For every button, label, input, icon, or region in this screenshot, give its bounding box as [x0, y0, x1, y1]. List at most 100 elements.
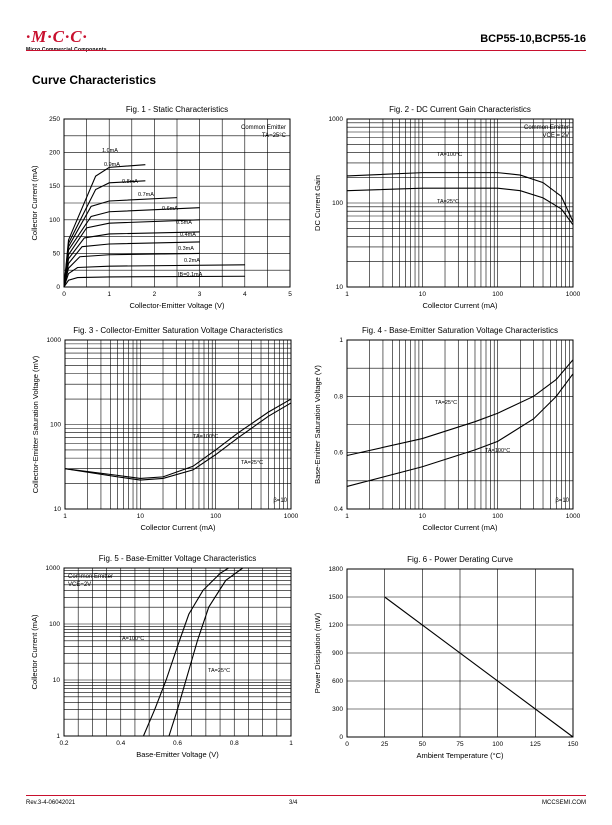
fig1-series-label: 1.0mA: [102, 148, 118, 154]
fig4-series-line: [346, 373, 574, 487]
fig3-series-label: TA=100°C: [193, 434, 218, 440]
fig2-x-tick-label: 1: [345, 291, 349, 298]
fig6-y-tick-label: 1200: [329, 622, 344, 629]
fig6-title: Fig. 6 - Power Derating Curve: [407, 555, 513, 564]
fig4-y-tick-label: 0.6: [334, 450, 343, 457]
fig2-series-line: [346, 187, 574, 226]
fig5-y-tick-label: 100: [49, 621, 60, 628]
fig2-series-line: [346, 172, 574, 222]
fig1-x-tick-label: 5: [288, 291, 292, 298]
fig6-x-tick-label: 150: [568, 741, 579, 748]
fig5-y-tick-label: 1000: [46, 565, 61, 572]
fig5-series-line: [142, 567, 229, 737]
fig2-x-tick-label: 10: [419, 291, 427, 298]
fig1-plot-frame: [63, 118, 291, 288]
fig1-series-line: [63, 164, 146, 288]
fig6-series-line: [384, 596, 574, 738]
fig1-series-label: 0.9mA: [104, 162, 120, 168]
fig1-series-label: 0.7mA: [138, 192, 154, 198]
fig5-series-line: [168, 567, 244, 737]
fig6-y-tick-label: 0: [339, 734, 343, 741]
fig3-x-tick-label: 1000: [284, 513, 299, 520]
fig4-y-tick-label: 0.8: [334, 393, 343, 400]
fig2-plot-frame: [346, 118, 574, 288]
fig1-x-tick-label: 2: [153, 291, 157, 298]
fig6-x-axis-label: Ambient Temperature (°C): [416, 751, 504, 760]
fig5-x-tick-label: 0.8: [230, 740, 239, 747]
part-numbers-title: BCP55-10,BCP55-16: [480, 33, 586, 45]
fig3-x-tick-label: 10: [137, 513, 145, 520]
fig2-y-tick-label: 1000: [329, 116, 344, 123]
fig3-series-line: [64, 402, 292, 481]
fig5-x-tick-label: 0.4: [116, 740, 125, 747]
fig1-y-tick-label: 150: [49, 183, 60, 190]
fig4-annotation: β=10: [555, 498, 569, 504]
fig3-series-label: TA=25°C: [241, 460, 263, 466]
fig4-x-tick-label: 1: [345, 513, 349, 520]
fig4-y-axis-label: Base-Emitter Saturation Voltage (V): [313, 365, 322, 484]
fig5-plot-frame: [63, 567, 292, 737]
fig4-series-label: TA=25°C: [435, 400, 457, 406]
fig2-chart-group: Fig. 2 - DC Current Gain Characteristics…: [313, 105, 581, 310]
fig2-y-axis-label: DC Current Gain: [313, 175, 322, 231]
fig5-y-axis-label: Collector Current (mA): [30, 614, 39, 690]
fig6-x-tick-label: 25: [381, 741, 389, 748]
fig2-title: Fig. 2 - DC Current Gain Characteristics: [389, 105, 531, 114]
header-divider: [26, 50, 586, 51]
fig1-y-tick-label: 200: [49, 150, 60, 157]
fig1-x-tick-label: 0: [62, 291, 66, 298]
fig1-series-label: 0.3mA: [178, 246, 194, 252]
fig1-series-label: IB=0.1mA: [178, 272, 203, 278]
fig5-x-tick-label: 0.2: [59, 740, 68, 747]
fig4-x-axis-label: Collector Current (mA): [422, 523, 498, 532]
fig1-y-tick-label: 250: [49, 116, 60, 123]
fig4-y-tick-label: 1: [339, 337, 343, 344]
fig2-annotation: Common Emitter: [524, 125, 569, 131]
fig6-y-tick-label: 900: [332, 650, 343, 657]
fig2-series-label: TA=25°C: [437, 199, 459, 205]
fig6-y-tick-label: 300: [332, 706, 343, 713]
fig5-x-tick-label: 1: [289, 740, 293, 747]
fig1-annotation: Common Emitter: [241, 125, 286, 131]
fig2-y-tick-label: 100: [332, 200, 343, 207]
fig3-y-tick-label: 10: [54, 506, 62, 513]
fig1-title: Fig. 1 - Static Characteristics: [126, 105, 228, 114]
fig6-x-tick-label: 50: [419, 741, 427, 748]
fig1-series-line: [63, 275, 245, 288]
fig2-series-label: TA=100°C: [437, 152, 462, 158]
fig4-x-tick-label: 10: [419, 513, 427, 520]
fig1-x-axis-label: Collector-Emitter Voltage (V): [129, 301, 225, 310]
fig3-chart-group: Fig. 3 - Collector-Emitter Saturation Vo…: [31, 326, 299, 532]
fig2-x-tick-label: 100: [492, 291, 503, 298]
fig5-title: Fig. 5 - Base-Emitter Voltage Characteri…: [99, 554, 256, 563]
fig5-x-tick-label: 0.6: [173, 740, 182, 747]
fig5-y-tick-label: 1: [56, 733, 60, 740]
fig1-series-line: [63, 197, 178, 288]
fig3-annotation: β=10: [273, 498, 287, 504]
fig5-x-axis-label: Base-Emitter Voltage (V): [136, 750, 219, 759]
fig3-series-line: [64, 398, 292, 479]
fig2-x-tick-label: 1000: [566, 291, 581, 298]
fig1-annotation: TA=25°C: [262, 133, 287, 139]
fig1-series-label: 0.6mA: [162, 206, 178, 212]
fig1-series-label: 0.5mA: [176, 220, 192, 226]
fig4-x-tick-label: 1000: [566, 513, 581, 520]
fig4-y-tick-label: 0.4: [334, 506, 343, 513]
fig1-y-tick-label: 0: [56, 284, 60, 291]
section-title: Curve Characteristics: [32, 73, 157, 87]
fig5-series-label: TA=100°C: [119, 636, 144, 642]
fig3-y-axis-label: Collector-Emitter Saturation Voltage (mV…: [31, 355, 40, 493]
fig3-y-tick-label: 1000: [47, 337, 62, 344]
fig1-series-line: [63, 180, 146, 288]
company-logo: ·M·C·C·: [26, 27, 88, 46]
fig6-y-tick-label: 1800: [329, 566, 344, 573]
fig5-chart-group: Fig. 5 - Base-Emitter Voltage Characteri…: [30, 554, 293, 759]
fig6-y-tick-label: 600: [332, 678, 343, 685]
fig6-chart-group: Fig. 6 - Power Derating Curve 0 25 50 75 100 1…: [313, 555, 579, 760]
fig1-x-tick-label: 1: [107, 291, 111, 298]
fig2-annotation: VCE = 2V: [542, 133, 569, 139]
fig1-series-label: 0.4mA: [180, 232, 196, 238]
fig6-x-tick-label: 0: [345, 741, 349, 748]
